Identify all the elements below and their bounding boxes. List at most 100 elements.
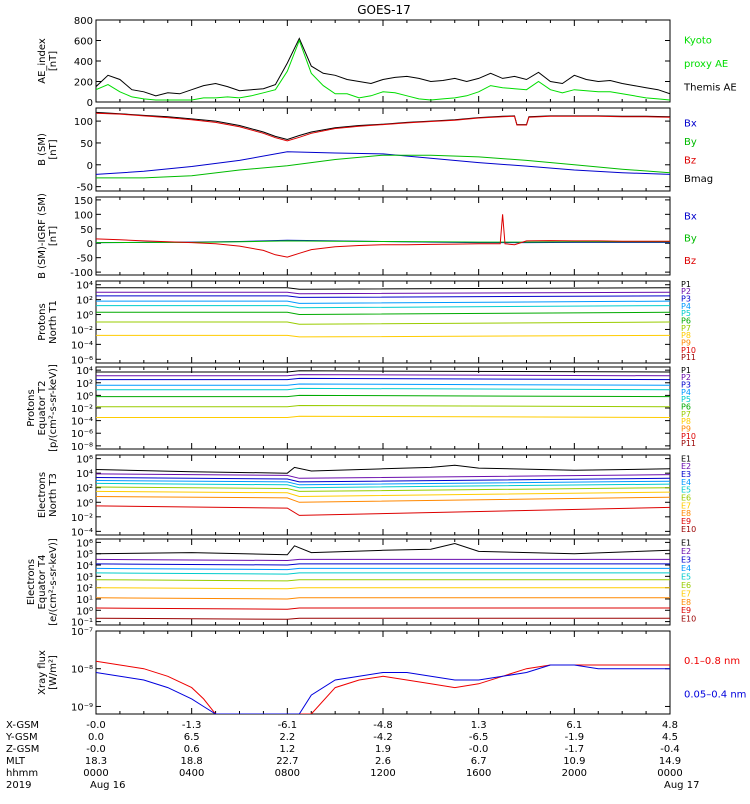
series-line-protons-t1-p5	[96, 305, 670, 309]
y-tick-label: 10⁰	[76, 391, 93, 402]
series-line-electrons-t4-e2	[96, 558, 670, 562]
series-line-protons-t2-p2	[96, 374, 670, 377]
y-axis-label: Xray flux	[37, 650, 48, 695]
y-tick-label: -100	[70, 268, 93, 279]
ephemeris-value: -0.0	[86, 744, 106, 755]
legend-entry: E2	[681, 547, 691, 556]
legend-entry: proxy AE	[684, 59, 728, 70]
y-tick-label: 10⁴	[76, 366, 93, 377]
ephemeris-value: 6.1	[566, 720, 582, 731]
series-line-protons-t2-p5	[96, 387, 670, 391]
legend-entry: P4	[681, 302, 691, 311]
y-tick-label: 10⁶	[76, 538, 93, 549]
legend-entry: P2	[681, 373, 691, 382]
ephemeris-value: 2000	[562, 768, 587, 779]
y-tick-label: 10⁻⁶	[71, 355, 93, 366]
series-line-protons-t2-p8	[96, 415, 670, 418]
y-tick-label: 10⁻⁸	[71, 442, 93, 453]
y-tick-label: 10⁻¹	[71, 618, 93, 629]
series-line-electrons-t3-e6	[96, 486, 670, 492]
y-axis-label: North T3	[48, 473, 59, 517]
series-line-electrons-t3-e2	[96, 473, 670, 479]
legend-entry: Bmag	[684, 174, 713, 185]
series-line-b-sm-bx	[96, 151, 670, 175]
series-line-electrons-t3-e1	[96, 464, 670, 474]
y-axis-label: [p/(cm²-s-sr-keV)]	[48, 364, 59, 452]
y-axis-label: Electrons	[37, 472, 48, 518]
series-line-b-sm-bz	[96, 112, 670, 142]
series-line-protons-t2-p1	[96, 370, 670, 373]
legend-entry: Bx	[684, 118, 697, 129]
series-line-protons-t1-p1	[96, 287, 670, 290]
legend-entry: P3	[681, 295, 691, 304]
series-line-electrons-t4-e6	[96, 579, 670, 582]
y-tick-label: 10⁻⁴	[71, 340, 93, 351]
y-tick-label: 10²	[76, 484, 93, 495]
ephemeris-value: 18.3	[85, 756, 107, 767]
ephemeris-value: 14.9	[659, 756, 681, 767]
legend-entry: P3	[681, 381, 691, 390]
y-tick-label: 10⁻⁴	[71, 417, 93, 428]
legend-entry: E1	[681, 539, 691, 548]
series-line-protons-t2-p3	[96, 377, 670, 381]
legend-entry: E10	[681, 525, 696, 534]
y-tick-label: 10⁻²	[71, 404, 93, 415]
legend-entry: P8	[681, 417, 691, 426]
y-tick-label: 150	[74, 196, 93, 207]
series-line-electrons-t4-e4	[96, 567, 670, 571]
y-tick-label: 0	[87, 239, 93, 250]
legend-entry: Kyoto	[684, 35, 712, 46]
ephemeris-row-label: 2019	[6, 780, 31, 791]
ephemeris-row-label: X-GSM	[6, 720, 39, 731]
ephemeris-value: -6.1	[278, 720, 298, 731]
y-axis-label: B (SM)-IGRF (SM)	[37, 193, 48, 279]
y-tick-label: 10²	[76, 584, 93, 595]
ephemeris-row-label: Z-GSM	[6, 744, 39, 755]
legend-entry: E6	[681, 581, 691, 590]
series-line-ae-proxy-ae	[96, 39, 670, 101]
ephemeris-value: -6.5	[469, 732, 489, 743]
ephemeris-value: 0400	[179, 768, 204, 779]
series-line-b-igrf-bz	[96, 214, 670, 258]
y-tick-label: 400	[74, 57, 93, 68]
ephemeris-value: 1200	[370, 768, 395, 779]
y-tick-label: -50	[77, 254, 93, 265]
legend-entry: E9	[681, 517, 691, 526]
panel-protons-t1: 10⁴ 10² 10⁰ 10⁻² 10⁻⁴ 10⁻⁶ Protons North T1 P1P2…	[37, 280, 696, 366]
series-line-xray-0-05-0-4-nm	[96, 664, 670, 714]
legend-entry: E10	[681, 615, 696, 624]
series-line-electrons-t4-e1	[96, 542, 670, 556]
series-line-electrons-t4-e5	[96, 572, 670, 575]
y-tick-label: 10⁶	[76, 455, 93, 466]
ephemeris-value: -1.9	[565, 732, 585, 743]
y-tick-label: 10²	[76, 379, 93, 390]
ephemeris-row-label: Y-GSM	[5, 732, 38, 743]
ephemeris-value: 1.9	[375, 744, 391, 755]
ephemeris-value: 6.5	[184, 732, 200, 743]
series-line-ae-themis-ae	[96, 37, 670, 97]
ephemeris-value: 18.8	[181, 756, 203, 767]
y-axis-label: Protons	[26, 389, 37, 426]
ephemeris-value: 0000	[657, 768, 682, 779]
y-axis-label: B (SM)	[37, 133, 48, 166]
y-tick-label: 10⁴	[76, 281, 93, 292]
legend-entry: P2	[681, 287, 691, 296]
y-tick-label: 10⁰	[76, 311, 93, 322]
legend-entry: E2	[681, 462, 691, 471]
ephemeris-value: -1.7	[565, 744, 585, 755]
series-line-b-sm-by	[96, 154, 670, 179]
y-tick-label: 10²	[76, 296, 93, 307]
series-line-electrons-t4-e3	[96, 563, 670, 566]
y-axis-label: Equator T4	[37, 555, 48, 610]
ephemeris-value: 0000	[83, 768, 108, 779]
legend-entry: P10	[681, 346, 696, 355]
legend-entry: E3	[681, 470, 691, 479]
legend-entry: E4	[681, 478, 691, 487]
legend-entry: E1	[681, 454, 691, 463]
panel-b-igrf: 150 100 50 0 -50 -100 B (SM)-IGRF (SM) [nT] Bx By…	[37, 193, 697, 279]
y-tick-label: 10⁰	[76, 498, 93, 509]
